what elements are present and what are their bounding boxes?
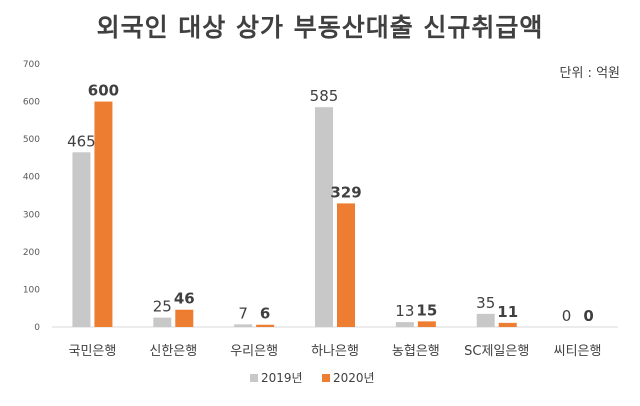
data-label: 6 bbox=[260, 305, 270, 323]
unit-label: 단위 : 억원 bbox=[559, 66, 621, 81]
x-tick-label: 국민은행 bbox=[69, 343, 117, 359]
y-tick-label: 0 bbox=[34, 323, 40, 333]
x-tick-label: 하나은행 bbox=[311, 343, 359, 359]
bar-series1 bbox=[395, 322, 414, 327]
y-tick-label: 600 bbox=[23, 98, 40, 108]
data-label: 600 bbox=[88, 82, 119, 100]
data-label: 465 bbox=[67, 132, 96, 150]
y-tick-label: 100 bbox=[23, 285, 40, 295]
y-tick-label: 300 bbox=[23, 210, 40, 220]
bar-series1 bbox=[153, 317, 172, 327]
y-tick-label: 400 bbox=[23, 173, 40, 183]
data-label: 329 bbox=[330, 183, 361, 201]
data-label: 46 bbox=[174, 290, 195, 308]
y-tick-label: 200 bbox=[23, 248, 40, 258]
chart-title: 외국인 대상 상가 부동산대출 신규취급액 bbox=[96, 13, 544, 42]
data-label: 0 bbox=[562, 307, 572, 325]
legend-swatch bbox=[322, 374, 330, 382]
data-label: 25 bbox=[153, 298, 172, 316]
y-tick-label: 500 bbox=[23, 135, 40, 145]
bar-series2 bbox=[337, 203, 355, 327]
y-tick-label: 700 bbox=[23, 60, 40, 70]
data-label: 585 bbox=[310, 87, 339, 105]
bar-series2 bbox=[256, 324, 275, 327]
x-tick-label: 농협은행 bbox=[392, 343, 440, 359]
bar-series2 bbox=[417, 321, 436, 327]
bar-series1 bbox=[476, 313, 495, 327]
data-label: 11 bbox=[497, 303, 518, 321]
legend-label: 2019년 bbox=[261, 371, 303, 385]
legend-label: 2020년 bbox=[333, 371, 375, 385]
data-label: 15 bbox=[416, 301, 437, 319]
data-label: 13 bbox=[395, 302, 414, 320]
bar-series2 bbox=[175, 309, 194, 327]
x-tick-label: 신한은행 bbox=[149, 343, 197, 359]
x-tick-label: 우리은행 bbox=[230, 343, 278, 359]
data-label: 0 bbox=[583, 307, 593, 325]
x-tick-label: SC제일은행 bbox=[464, 343, 529, 359]
legend-swatch bbox=[250, 374, 258, 382]
bar-series1 bbox=[234, 324, 253, 327]
bar-series2 bbox=[94, 101, 113, 327]
data-label: 35 bbox=[476, 294, 495, 312]
data-label: 7 bbox=[238, 304, 248, 322]
bar-series1 bbox=[72, 152, 91, 327]
bar-series1 bbox=[315, 107, 333, 327]
bar-series2 bbox=[498, 322, 517, 327]
x-tick-label: 씨티은행 bbox=[554, 343, 602, 359]
